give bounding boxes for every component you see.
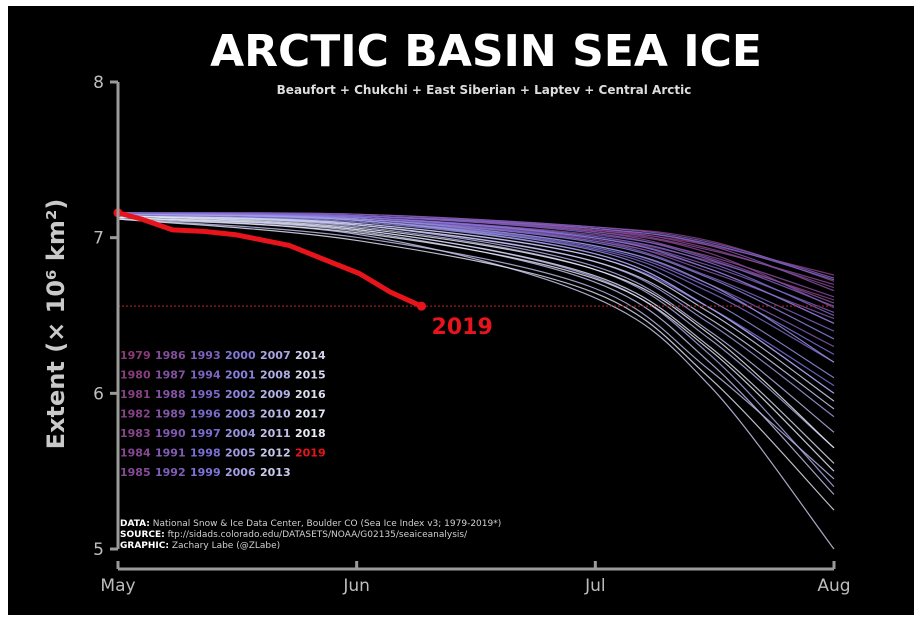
legend-year-1989: 1989 [155,408,186,421]
x-tick-label: Aug [817,576,850,596]
legend-year-2007: 2007 [260,349,291,362]
series-line-2015 [117,216,835,464]
series-line-2017 [117,216,835,472]
legend-year-1983: 1983 [120,427,151,440]
credit-graphic: GRAPHIC: Zachary Labe (@ZLabe) [120,541,280,551]
series-line-2000 [117,212,835,324]
legend: 1979 1986 1993 2000 2007 2014 1980 1987 1994 2001… [120,349,326,479]
legend-year-2010: 2010 [260,408,291,421]
legend-year-2014: 2014 [295,349,326,362]
legend-year-1993: 1993 [190,349,221,362]
legend-year-2015: 2015 [295,369,326,382]
credit-data-text: National Snow & Ice Data Center, Boulder… [150,519,501,529]
credit-graphic-label: GRAPHIC: [120,541,169,551]
series-line-1992 [117,212,835,279]
legend-year-1998: 1998 [190,447,221,460]
y-axis-label: Extent (× 10⁶ km²) [42,199,70,450]
legend-year-2019: 2019 [295,447,326,460]
legend-year-2016: 2016 [295,388,326,401]
credit-data-label: DATA: [120,519,150,529]
legend-year-2018: 2018 [295,427,326,440]
series-line-2019 [115,210,424,309]
legend-year-1994: 1994 [190,369,221,382]
legend-year-2004: 2004 [225,427,256,440]
series-line-2013 [117,215,835,410]
legend-year-1992: 1992 [155,466,186,479]
y-tick-label: 8 [93,73,104,93]
legend-year-1996: 1996 [190,408,221,421]
credit-graphic-text: Zachary Labe (@ZLabe) [169,541,280,551]
legend-year-2012: 2012 [260,447,291,460]
y-tick-label: 6 [93,384,104,404]
series-line-2014 [117,215,835,402]
credits: DATA: National Snow & Ice Data Center, B… [120,519,501,551]
legend-year-1991: 1991 [155,447,186,460]
legend-year-2002: 2002 [225,388,256,401]
legend-year-2001: 2001 [225,369,256,382]
legend-year-1995: 1995 [190,388,221,401]
y-tick-label: 7 [93,229,104,249]
legend-year-2011: 2011 [260,427,291,440]
legend-year-1999: 1999 [190,466,221,479]
y-tick-label: 5 [93,540,104,560]
series-line-2018 [117,215,835,449]
x-tick-label: Jun [342,576,370,596]
legend-year-1987: 1987 [155,369,186,382]
highlight-end-point [417,301,427,311]
chart-background [8,6,914,615]
series-line-2016 [117,218,835,511]
legend-year-2000: 2000 [225,349,256,362]
legend-year-2009: 2009 [260,388,291,401]
legend-year-2013: 2013 [260,466,291,479]
series-line-2010 [117,218,835,480]
highlight-label: 2019 [432,315,493,340]
legend-year-1997: 1997 [190,427,221,440]
legend-year-1982: 1982 [120,408,151,421]
legend-year-1979: 1979 [120,349,151,362]
credit-data: DATA: National Snow & Ice Data Center, B… [120,519,501,529]
legend-year-1990: 1990 [155,427,186,440]
x-tick-label: Jul [584,576,606,596]
legend-year-1981: 1981 [120,388,151,401]
credit-source: SOURCE: ftp://sidads.colorado.edu/DATASE… [120,530,468,540]
chart-title: ARCTIC BASIN SEA ICE [210,26,762,77]
legend-year-2008: 2008 [260,369,291,382]
legend-year-2003: 2003 [225,408,256,421]
chart-subtitle: Beaufort + Chukchi + East Siberian + Lap… [277,83,692,97]
legend-year-1985: 1985 [120,466,151,479]
axes-layer: 5 6 7 8 May Jun Jul Aug [93,73,850,596]
legend-year-2005: 2005 [225,447,256,460]
series-line-2004 [117,213,835,363]
legend-year-2006: 2006 [225,466,256,479]
credit-source-text: ftp://sidads.colorado.edu/DATASETS/NOAA/… [165,530,468,540]
legend-year-2017: 2017 [295,408,326,421]
legend-year-1984: 1984 [120,447,151,460]
sea-ice-chart: ARCTIC BASIN SEA ICE Beaufort + Chukchi … [8,6,914,615]
series-layer: 2019 [113,208,835,550]
legend-year-1988: 1988 [155,388,186,401]
series-line-2006 [117,213,835,394]
chart-frame: ARCTIC BASIN SEA ICE Beaufort + Chukchi … [8,6,914,615]
credit-source-label: SOURCE: [120,530,165,540]
legend-year-1986: 1986 [155,349,186,362]
x-tick-label: May [100,576,135,596]
legend-year-1980: 1980 [120,369,151,382]
